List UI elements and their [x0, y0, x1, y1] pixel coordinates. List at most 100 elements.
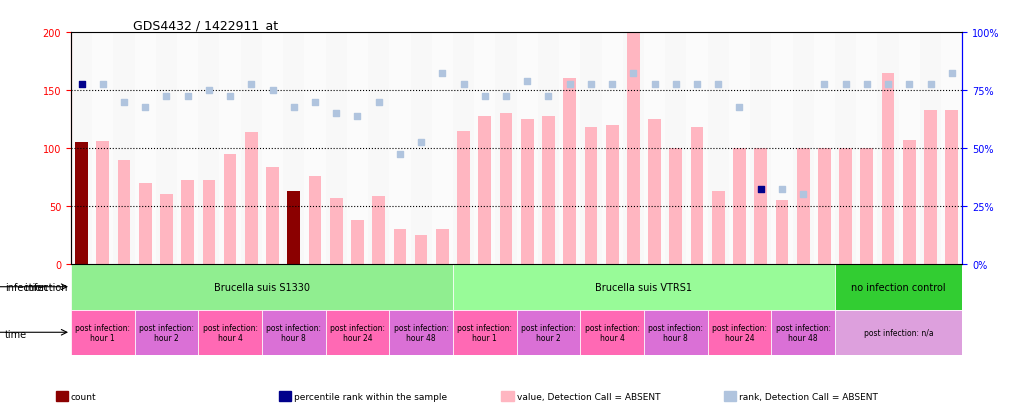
FancyBboxPatch shape [835, 310, 962, 355]
FancyBboxPatch shape [71, 310, 135, 355]
FancyBboxPatch shape [517, 310, 580, 355]
Bar [156, 33, 177, 264]
Point [73, 82, 89, 88]
Bar [666, 33, 687, 264]
Point [371, 99, 387, 106]
Text: Brucella suis VTRS1: Brucella suis VTRS1 [596, 282, 693, 292]
FancyBboxPatch shape [644, 310, 708, 355]
Bar [346, 33, 368, 264]
Bar [181, 181, 194, 264]
Bar [71, 33, 92, 264]
Point [477, 93, 493, 100]
Bar [199, 33, 220, 264]
Point [413, 140, 430, 146]
Point [561, 82, 577, 88]
Bar [899, 33, 920, 264]
Point [880, 82, 897, 88]
Bar [797, 149, 809, 264]
Text: post infection:
hour 2: post infection: hour 2 [521, 323, 576, 342]
Bar [580, 33, 602, 264]
Bar [708, 33, 729, 264]
Point [859, 82, 875, 88]
Text: Brucella suis S1330: Brucella suis S1330 [214, 282, 310, 292]
Bar [245, 133, 257, 264]
Bar [839, 149, 852, 264]
Point [243, 82, 259, 88]
Point [646, 82, 663, 88]
Bar [393, 230, 406, 264]
Bar [135, 33, 156, 264]
Text: post infection:
hour 24: post infection: hour 24 [330, 323, 385, 342]
Bar [96, 142, 109, 264]
Bar [113, 33, 135, 264]
Bar [945, 111, 958, 264]
Text: post infection:
hour 48: post infection: hour 48 [776, 323, 831, 342]
Bar [776, 201, 788, 264]
Text: post infection:
hour 4: post infection: hour 4 [585, 323, 639, 342]
Bar [436, 230, 449, 264]
Text: post infection:
hour 8: post infection: hour 8 [648, 323, 703, 342]
FancyBboxPatch shape [389, 310, 453, 355]
Point [286, 105, 302, 112]
Bar [521, 120, 534, 264]
Point [795, 192, 811, 198]
Text: value, Detection Call = ABSENT: value, Detection Call = ABSENT [517, 392, 660, 401]
Text: no infection control: no infection control [851, 282, 946, 292]
Text: infection: infection [25, 282, 71, 292]
Bar [139, 183, 152, 264]
Point [604, 82, 620, 88]
Bar [941, 33, 962, 264]
Bar [771, 33, 792, 264]
Point [838, 82, 854, 88]
Point [137, 105, 153, 112]
FancyBboxPatch shape [708, 310, 771, 355]
Text: percentile rank within the sample: percentile rank within the sample [294, 392, 447, 401]
FancyBboxPatch shape [262, 310, 325, 355]
Bar [585, 128, 598, 264]
Text: post infection:
hour 1: post infection: hour 1 [457, 323, 513, 342]
Point [435, 70, 451, 77]
FancyBboxPatch shape [835, 264, 962, 310]
Bar [499, 114, 513, 264]
Bar [373, 196, 385, 264]
Point [923, 82, 939, 88]
Point [710, 82, 726, 88]
Bar [644, 33, 666, 264]
Point [456, 82, 472, 88]
Text: rank, Detection Call = ABSENT: rank, Detection Call = ABSENT [739, 392, 878, 401]
Bar [924, 111, 937, 264]
Bar [266, 167, 279, 264]
Bar [478, 116, 491, 264]
Text: post infection:
hour 4: post infection: hour 4 [203, 323, 257, 342]
Point [307, 99, 323, 106]
Bar [352, 221, 364, 264]
Text: post infection: n/a: post infection: n/a [864, 328, 934, 337]
Bar [118, 160, 131, 264]
Bar [670, 149, 682, 264]
Bar [920, 33, 941, 264]
Bar [284, 33, 304, 264]
Bar [474, 33, 495, 264]
Bar [623, 33, 644, 264]
Point [731, 105, 748, 112]
Point [774, 186, 790, 192]
Bar [602, 33, 623, 264]
Bar [432, 33, 453, 264]
Bar [241, 33, 262, 264]
Bar [712, 192, 724, 264]
Bar [813, 33, 835, 264]
Point [158, 93, 174, 100]
Point [540, 93, 556, 100]
Point [94, 82, 110, 88]
Bar [835, 33, 856, 264]
FancyBboxPatch shape [71, 264, 453, 310]
Bar [733, 149, 746, 264]
Bar [304, 33, 325, 264]
Bar [877, 33, 899, 264]
Bar [860, 149, 873, 264]
Text: count: count [71, 392, 96, 401]
Point [816, 82, 833, 88]
Bar [177, 33, 199, 264]
Bar [325, 33, 346, 264]
Point [179, 93, 196, 100]
